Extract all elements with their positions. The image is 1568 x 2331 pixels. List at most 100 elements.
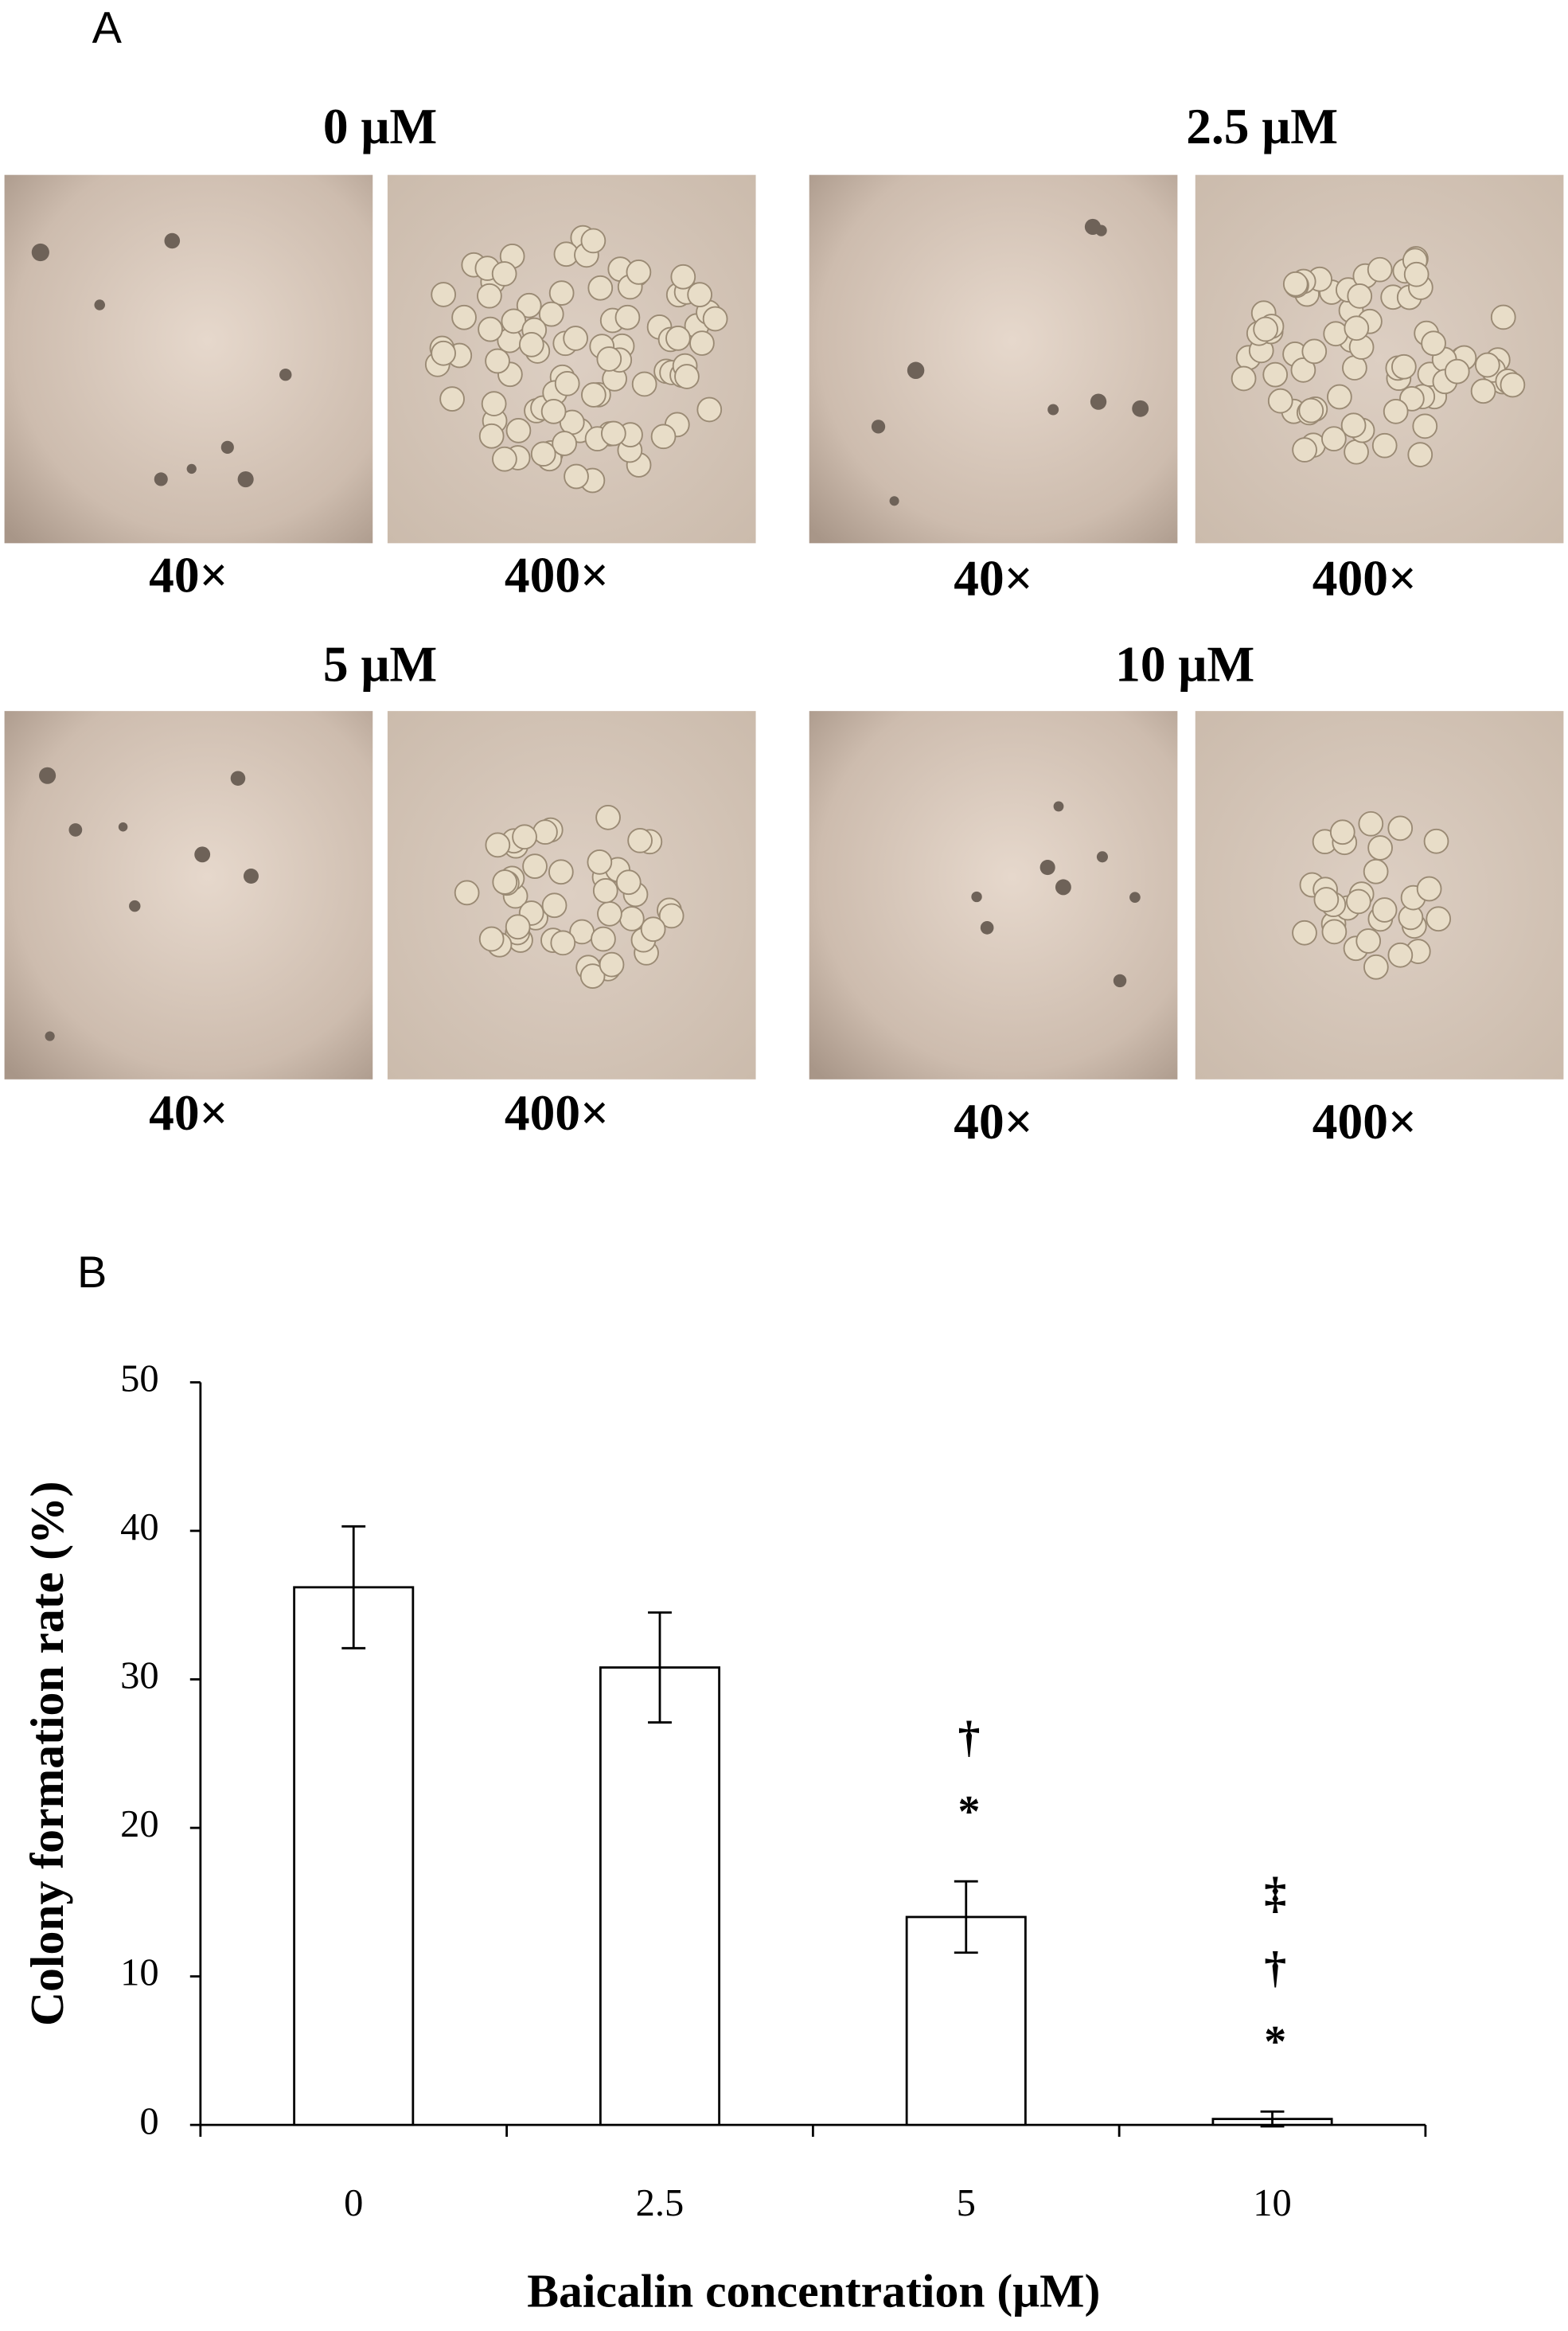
group-title: 5 μM (323, 635, 437, 692)
magnification-label: 40× (954, 1093, 1033, 1150)
cell (485, 832, 511, 858)
colony (1084, 218, 1101, 235)
cell (601, 420, 626, 447)
cell (532, 819, 558, 845)
cell (1290, 357, 1316, 383)
colony (1047, 404, 1059, 416)
cell (522, 853, 548, 879)
cell (505, 418, 532, 443)
cell (1340, 412, 1367, 439)
cell (596, 346, 622, 372)
cell (540, 399, 567, 424)
micrograph (809, 174, 1178, 544)
bar (599, 1666, 721, 2126)
cell (580, 228, 607, 254)
colony (154, 472, 168, 486)
cell (665, 326, 691, 351)
colony (68, 823, 83, 837)
colony (980, 921, 994, 935)
cell (658, 903, 685, 929)
cell (1387, 815, 1414, 841)
cell (1470, 378, 1496, 404)
magnification-label: 400× (505, 547, 609, 603)
colony (164, 232, 181, 249)
cell (687, 282, 713, 307)
cell (627, 827, 653, 853)
cell (614, 304, 641, 330)
cell (592, 877, 618, 904)
colony (1053, 801, 1064, 812)
cell (1444, 358, 1470, 385)
cell (1327, 384, 1352, 410)
cell (1262, 361, 1289, 388)
colony (1096, 851, 1108, 863)
cell (1383, 398, 1409, 424)
cell (454, 880, 480, 906)
cell (1298, 397, 1324, 424)
cell (1421, 330, 1446, 357)
colony (118, 822, 128, 832)
y-tick-label: 0 (139, 2100, 158, 2142)
cell (431, 282, 456, 307)
cell (505, 914, 531, 940)
cell (478, 316, 503, 342)
cell (1391, 353, 1417, 380)
cell (1407, 442, 1433, 467)
cell (631, 371, 657, 397)
cell (1292, 437, 1317, 463)
cell (1282, 271, 1309, 297)
cell (548, 280, 575, 306)
cell (1500, 372, 1526, 398)
magnification-label: 40× (149, 547, 228, 603)
cell (491, 261, 517, 287)
x-tick-label: 2.5 (636, 2182, 685, 2224)
cell (1313, 887, 1340, 912)
cell (1371, 897, 1398, 923)
cell (674, 364, 700, 389)
colony (243, 868, 259, 884)
cell (650, 424, 677, 450)
cell (552, 431, 577, 456)
cell (431, 340, 456, 366)
cell (579, 963, 606, 989)
y-tick-label: 20 (120, 1803, 159, 1845)
cell (563, 326, 588, 351)
x-tick-label: 0 (344, 2182, 363, 2224)
micrograph (4, 174, 373, 544)
cell (1490, 304, 1516, 330)
cell (485, 348, 510, 374)
x-axis-label: Baicalin concentration (μM) (527, 2264, 1100, 2317)
colony (1132, 400, 1149, 417)
colony (1113, 974, 1127, 988)
y-axis-label: Colony formation rate (%) (21, 1481, 73, 2026)
cell (1363, 954, 1389, 980)
cell (477, 283, 502, 309)
magnification-label: 400× (505, 1084, 609, 1141)
cell (541, 892, 568, 919)
micrograph (4, 711, 373, 1080)
x-tick-label: 5 (957, 2182, 976, 2224)
cell (1403, 261, 1430, 287)
cell (530, 441, 556, 467)
cell (1253, 316, 1278, 342)
cell (1416, 876, 1442, 902)
colony (871, 420, 886, 434)
cell (591, 926, 616, 952)
colony (220, 440, 234, 454)
colony (194, 846, 211, 863)
cell (1363, 858, 1389, 884)
cell (1426, 906, 1452, 932)
cell (702, 306, 728, 332)
cell (554, 370, 580, 396)
cell (618, 906, 645, 931)
cell (670, 264, 696, 290)
cell (1323, 321, 1349, 347)
colony (889, 496, 899, 506)
cell (1412, 413, 1438, 439)
magnification-label: 40× (149, 1084, 228, 1141)
cell (538, 301, 564, 327)
colony (1129, 892, 1141, 904)
cell (1367, 256, 1393, 283)
cell (550, 930, 576, 956)
